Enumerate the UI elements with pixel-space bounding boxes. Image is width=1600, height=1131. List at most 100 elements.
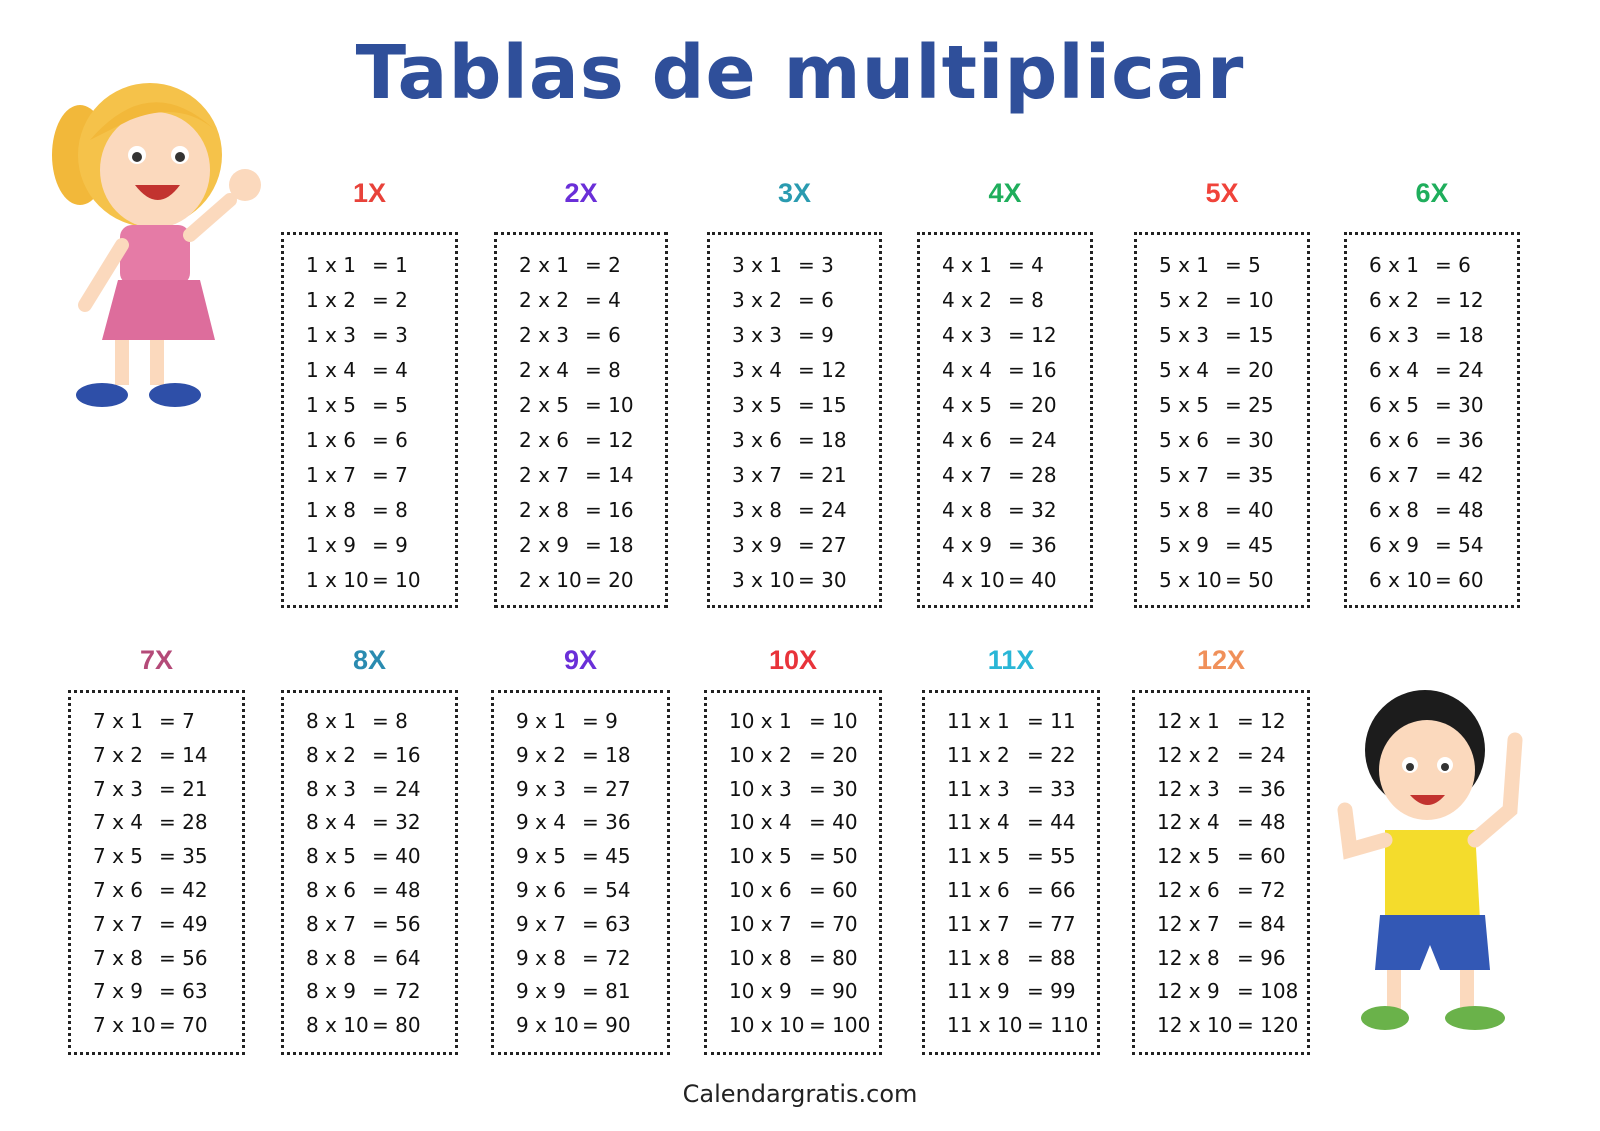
result: = 40 (372, 844, 421, 869)
result: = 88 (1027, 945, 1076, 970)
expression: 2 x 7 (519, 463, 569, 487)
result: = 90 (809, 979, 858, 1004)
expression: 12 x 8 (1157, 945, 1220, 970)
result: = 24 (1237, 742, 1286, 767)
expression: 3 x 3 (732, 323, 782, 347)
expression: 2 x 3 (519, 323, 569, 347)
expression: 11 x 7 (947, 911, 1010, 936)
table-row: 9 x 8 = 72 (494, 946, 667, 972)
result: = 20 (585, 568, 634, 592)
result: = 18 (582, 742, 631, 767)
result: = 18 (1435, 323, 1484, 347)
result: = 14 (585, 463, 634, 487)
table-row: 4 x 10 = 40 (920, 568, 1090, 594)
expression: 1 x 4 (306, 358, 356, 382)
result: = 24 (372, 776, 421, 801)
expression: 5 x 2 (1159, 288, 1209, 312)
result: = 24 (1008, 428, 1057, 452)
result: = 12 (1008, 323, 1057, 347)
result: = 66 (1027, 878, 1076, 902)
expression: 3 x 6 (732, 428, 782, 452)
table-row: 3 x 2 = 6 (710, 288, 879, 314)
result: = 16 (585, 498, 634, 522)
result: = 48 (1237, 810, 1286, 835)
expression: 8 x 8 (306, 945, 356, 970)
result: = 20 (1008, 393, 1057, 417)
table-row: 8 x 9 = 72 (284, 979, 455, 1005)
expression: 8 x 7 (306, 911, 356, 936)
table-row: 6 x 6 = 36 (1347, 428, 1517, 454)
expression: 9 x 9 (516, 979, 566, 1004)
result: = 12 (798, 358, 847, 382)
table-row: 9 x 4 = 36 (494, 810, 667, 836)
table-row: 10 x 6 = 60 (707, 878, 879, 904)
expression: 11 x 3 (947, 776, 1010, 801)
table-row: 10 x 10 = 100 (707, 1013, 879, 1039)
result: = 72 (582, 945, 631, 970)
expression: 2 x 10 (519, 568, 582, 592)
table-row: 3 x 3 = 9 (710, 323, 879, 349)
title: Tablas de multiplicar (355, 30, 1245, 116)
table-row: 6 x 9 = 54 (1347, 533, 1517, 559)
table-heading: 10X (768, 645, 818, 675)
table-row: 4 x 3 = 12 (920, 323, 1090, 349)
table-row: 2 x 3 = 6 (497, 323, 665, 349)
expression: 12 x 1 (1157, 709, 1220, 733)
expression: 2 x 4 (519, 358, 569, 382)
table-row: 7 x 3 = 21 (71, 777, 242, 803)
table-row: 5 x 3 = 15 (1137, 323, 1307, 349)
result: = 36 (1008, 533, 1057, 557)
expression: 7 x 4 (93, 810, 143, 835)
table-row: 5 x 10 = 50 (1137, 568, 1307, 594)
table-heading: 12X (1196, 645, 1246, 675)
result: = 36 (1435, 428, 1484, 452)
expression: 12 x 10 (1157, 1013, 1233, 1038)
table-row: 1 x 4 = 4 (284, 358, 455, 384)
result: = 50 (809, 844, 858, 869)
result: = 8 (372, 498, 408, 522)
table-row: 7 x 7 = 49 (71, 912, 242, 938)
expression: 10 x 9 (729, 979, 792, 1004)
expression: 11 x 9 (947, 979, 1010, 1004)
result: = 3 (798, 253, 834, 277)
expression: 3 x 9 (732, 533, 782, 557)
expression: 6 x 5 (1369, 393, 1419, 417)
expression: 11 x 8 (947, 945, 1010, 970)
table-row: 7 x 4 = 28 (71, 810, 242, 836)
result: = 100 (809, 1013, 871, 1038)
result: = 16 (1008, 358, 1057, 382)
result: = 35 (159, 844, 208, 869)
table-row: 7 x 1 = 7 (71, 709, 242, 735)
result: = 15 (798, 393, 847, 417)
result: = 27 (582, 776, 631, 801)
table-row: 8 x 3 = 24 (284, 777, 455, 803)
result: = 40 (1225, 498, 1274, 522)
expression: 4 x 2 (942, 288, 992, 312)
expression: 6 x 7 (1369, 463, 1419, 487)
expression: 9 x 8 (516, 945, 566, 970)
result: = 80 (809, 945, 858, 970)
result: = 48 (372, 878, 421, 902)
table-row: 11 x 7 = 77 (925, 912, 1097, 938)
table-row: 2 x 8 = 16 (497, 498, 665, 524)
table-row: 1 x 1 = 1 (284, 253, 455, 279)
result: = 35 (1225, 463, 1274, 487)
expression: 3 x 7 (732, 463, 782, 487)
table-box: 5 x 1 = 5 5 x 2 = 10 5 x 3 = 15 5 x 4 = 20 5 x 5… (1134, 232, 1310, 608)
result: = 32 (1008, 498, 1057, 522)
table-row: 2 x 6 = 12 (497, 428, 665, 454)
table-row: 12 x 4 = 48 (1135, 810, 1307, 836)
result: = 77 (1027, 911, 1076, 936)
table-row: 5 x 1 = 5 (1137, 253, 1307, 279)
expression: 11 x 4 (947, 810, 1010, 835)
expression: 11 x 5 (947, 844, 1010, 869)
expression: 11 x 10 (947, 1013, 1023, 1038)
result: = 10 (1225, 288, 1274, 312)
table-row: 2 x 9 = 18 (497, 533, 665, 559)
expression: 8 x 5 (306, 844, 356, 869)
table-row: 6 x 2 = 12 (1347, 288, 1517, 314)
table-row: 1 x 7 = 7 (284, 463, 455, 489)
table-row: 7 x 8 = 56 (71, 946, 242, 972)
result: = 15 (1225, 323, 1274, 347)
table-row: 6 x 3 = 18 (1347, 323, 1517, 349)
